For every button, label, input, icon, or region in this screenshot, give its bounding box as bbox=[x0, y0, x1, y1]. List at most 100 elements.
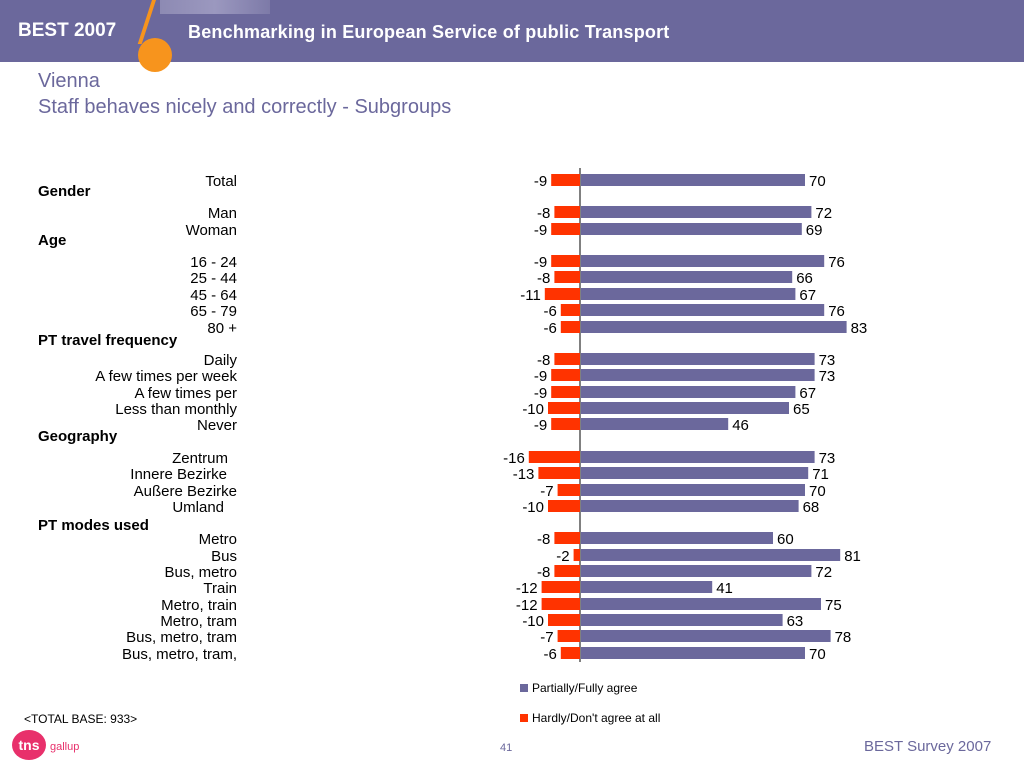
agree-bar bbox=[581, 206, 812, 218]
disagree-value-label: -10 bbox=[522, 613, 544, 630]
disagree-bar bbox=[551, 418, 580, 430]
disagree-bar bbox=[548, 614, 580, 626]
agree-bar bbox=[581, 549, 841, 561]
footer-survey-label: BEST Survey 2007 bbox=[864, 738, 992, 755]
category-label: Bus, metro, tram bbox=[126, 629, 237, 646]
agree-value-label: 72 bbox=[815, 564, 832, 581]
agree-bar bbox=[581, 321, 847, 333]
agree-value-label: 73 bbox=[819, 368, 836, 385]
legend-agree: Partially/Fully agree bbox=[520, 681, 637, 695]
agree-bar bbox=[581, 630, 831, 642]
agree-value-label: 46 bbox=[732, 417, 749, 434]
agree-value-label: 75 bbox=[825, 597, 842, 614]
agree-bar bbox=[581, 174, 805, 186]
disagree-value-label: -9 bbox=[534, 222, 547, 239]
disagree-value-label: -6 bbox=[543, 646, 556, 663]
disagree-bar bbox=[554, 206, 580, 218]
disagree-value-label: -6 bbox=[543, 303, 556, 320]
agree-value-label: 67 bbox=[799, 385, 816, 402]
disagree-value-label: -10 bbox=[522, 499, 544, 516]
category-label: Metro, tram bbox=[160, 613, 237, 630]
agree-bar bbox=[581, 467, 809, 479]
category-label: 45 - 64 bbox=[190, 287, 237, 304]
category-label: 25 - 44 bbox=[190, 270, 237, 287]
agree-bar bbox=[581, 353, 815, 365]
agree-bar bbox=[581, 288, 796, 300]
disagree-value-label: -8 bbox=[537, 205, 550, 222]
disagree-bar bbox=[551, 255, 580, 267]
agree-value-label: 76 bbox=[828, 254, 845, 271]
category-label: Woman bbox=[186, 222, 237, 239]
disagree-value-label: -8 bbox=[537, 352, 550, 369]
agree-value-label: 41 bbox=[716, 580, 733, 597]
disagree-bar bbox=[551, 386, 580, 398]
agree-value-label: 70 bbox=[809, 646, 826, 663]
category-label: 80 + bbox=[207, 320, 237, 337]
disagree-value-label: -9 bbox=[534, 417, 547, 434]
header-title: Benchmarking in European Service of publ… bbox=[188, 22, 670, 42]
agree-bar bbox=[581, 581, 713, 593]
disagree-value-label: -9 bbox=[534, 173, 547, 190]
group-label: Geography bbox=[38, 428, 118, 445]
agree-value-label: 68 bbox=[803, 499, 820, 516]
category-label: Train bbox=[203, 580, 237, 597]
disagree-value-label: -9 bbox=[534, 385, 547, 402]
total-base-note: <TOTAL BASE: 933> bbox=[24, 712, 138, 726]
agree-value-label: 63 bbox=[787, 613, 804, 630]
disagree-value-label: -11 bbox=[520, 287, 541, 304]
disagree-bar bbox=[560, 304, 580, 316]
disagree-value-label: -6 bbox=[543, 320, 556, 337]
page-number: 41 bbox=[500, 742, 513, 754]
header-bar: BEST 2007 Benchmarking in European Servi… bbox=[0, 0, 1024, 72]
agree-bar bbox=[581, 223, 802, 235]
disagree-bar bbox=[551, 223, 580, 235]
header-photo bbox=[160, 0, 270, 14]
disagree-bar bbox=[573, 549, 580, 561]
legend-disagree-label: Hardly/Don't agree at all bbox=[532, 711, 661, 725]
agree-bar bbox=[581, 565, 812, 577]
legend-disagree-swatch bbox=[520, 714, 528, 722]
category-label: Total bbox=[205, 173, 237, 190]
disagree-bar bbox=[551, 174, 580, 186]
agree-bar bbox=[581, 402, 789, 414]
agree-value-label: 70 bbox=[809, 173, 826, 190]
group-label: PT modes used bbox=[38, 517, 149, 534]
category-label: Metro bbox=[199, 531, 237, 548]
agree-value-label: 60 bbox=[777, 531, 794, 548]
gallup-logo-text: gallup bbox=[50, 741, 80, 753]
disagree-bar bbox=[551, 369, 580, 381]
disagree-bar bbox=[560, 647, 580, 659]
agree-value-label: 71 bbox=[812, 466, 829, 483]
disagree-bar bbox=[554, 565, 580, 577]
disagree-value-label: -12 bbox=[516, 580, 538, 597]
disagree-bar bbox=[528, 451, 580, 463]
agree-value-label: 69 bbox=[806, 222, 823, 239]
category-label: 65 - 79 bbox=[190, 303, 237, 320]
category-label: 16 - 24 bbox=[190, 254, 237, 271]
agree-bar bbox=[581, 484, 805, 496]
category-label: Innere Bezirke bbox=[130, 466, 227, 483]
disagree-bar bbox=[544, 288, 580, 300]
header-orange-circle bbox=[138, 38, 172, 72]
agree-value-label: 67 bbox=[799, 287, 816, 304]
disagree-bar bbox=[541, 598, 580, 610]
disagree-bar bbox=[560, 321, 580, 333]
disagree-bar bbox=[548, 500, 580, 512]
agree-value-label: 66 bbox=[796, 270, 813, 287]
agree-bar bbox=[581, 304, 825, 316]
agree-value-label: 72 bbox=[815, 205, 832, 222]
agree-value-label: 78 bbox=[835, 629, 852, 646]
group-label: Age bbox=[38, 232, 66, 249]
disagree-bar bbox=[538, 467, 580, 479]
agree-value-label: 83 bbox=[851, 320, 868, 337]
category-label: Außere Bezirke bbox=[134, 483, 237, 500]
disagree-value-label: -16 bbox=[503, 450, 525, 467]
group-label: Gender bbox=[38, 183, 91, 200]
agree-bar bbox=[581, 451, 815, 463]
disagree-bar bbox=[557, 630, 580, 642]
category-label: Man bbox=[208, 205, 237, 222]
disagree-bar bbox=[557, 484, 580, 496]
category-label: Umland bbox=[172, 499, 224, 516]
category-label: Bus, metro bbox=[164, 564, 237, 581]
agree-bar bbox=[581, 614, 783, 626]
